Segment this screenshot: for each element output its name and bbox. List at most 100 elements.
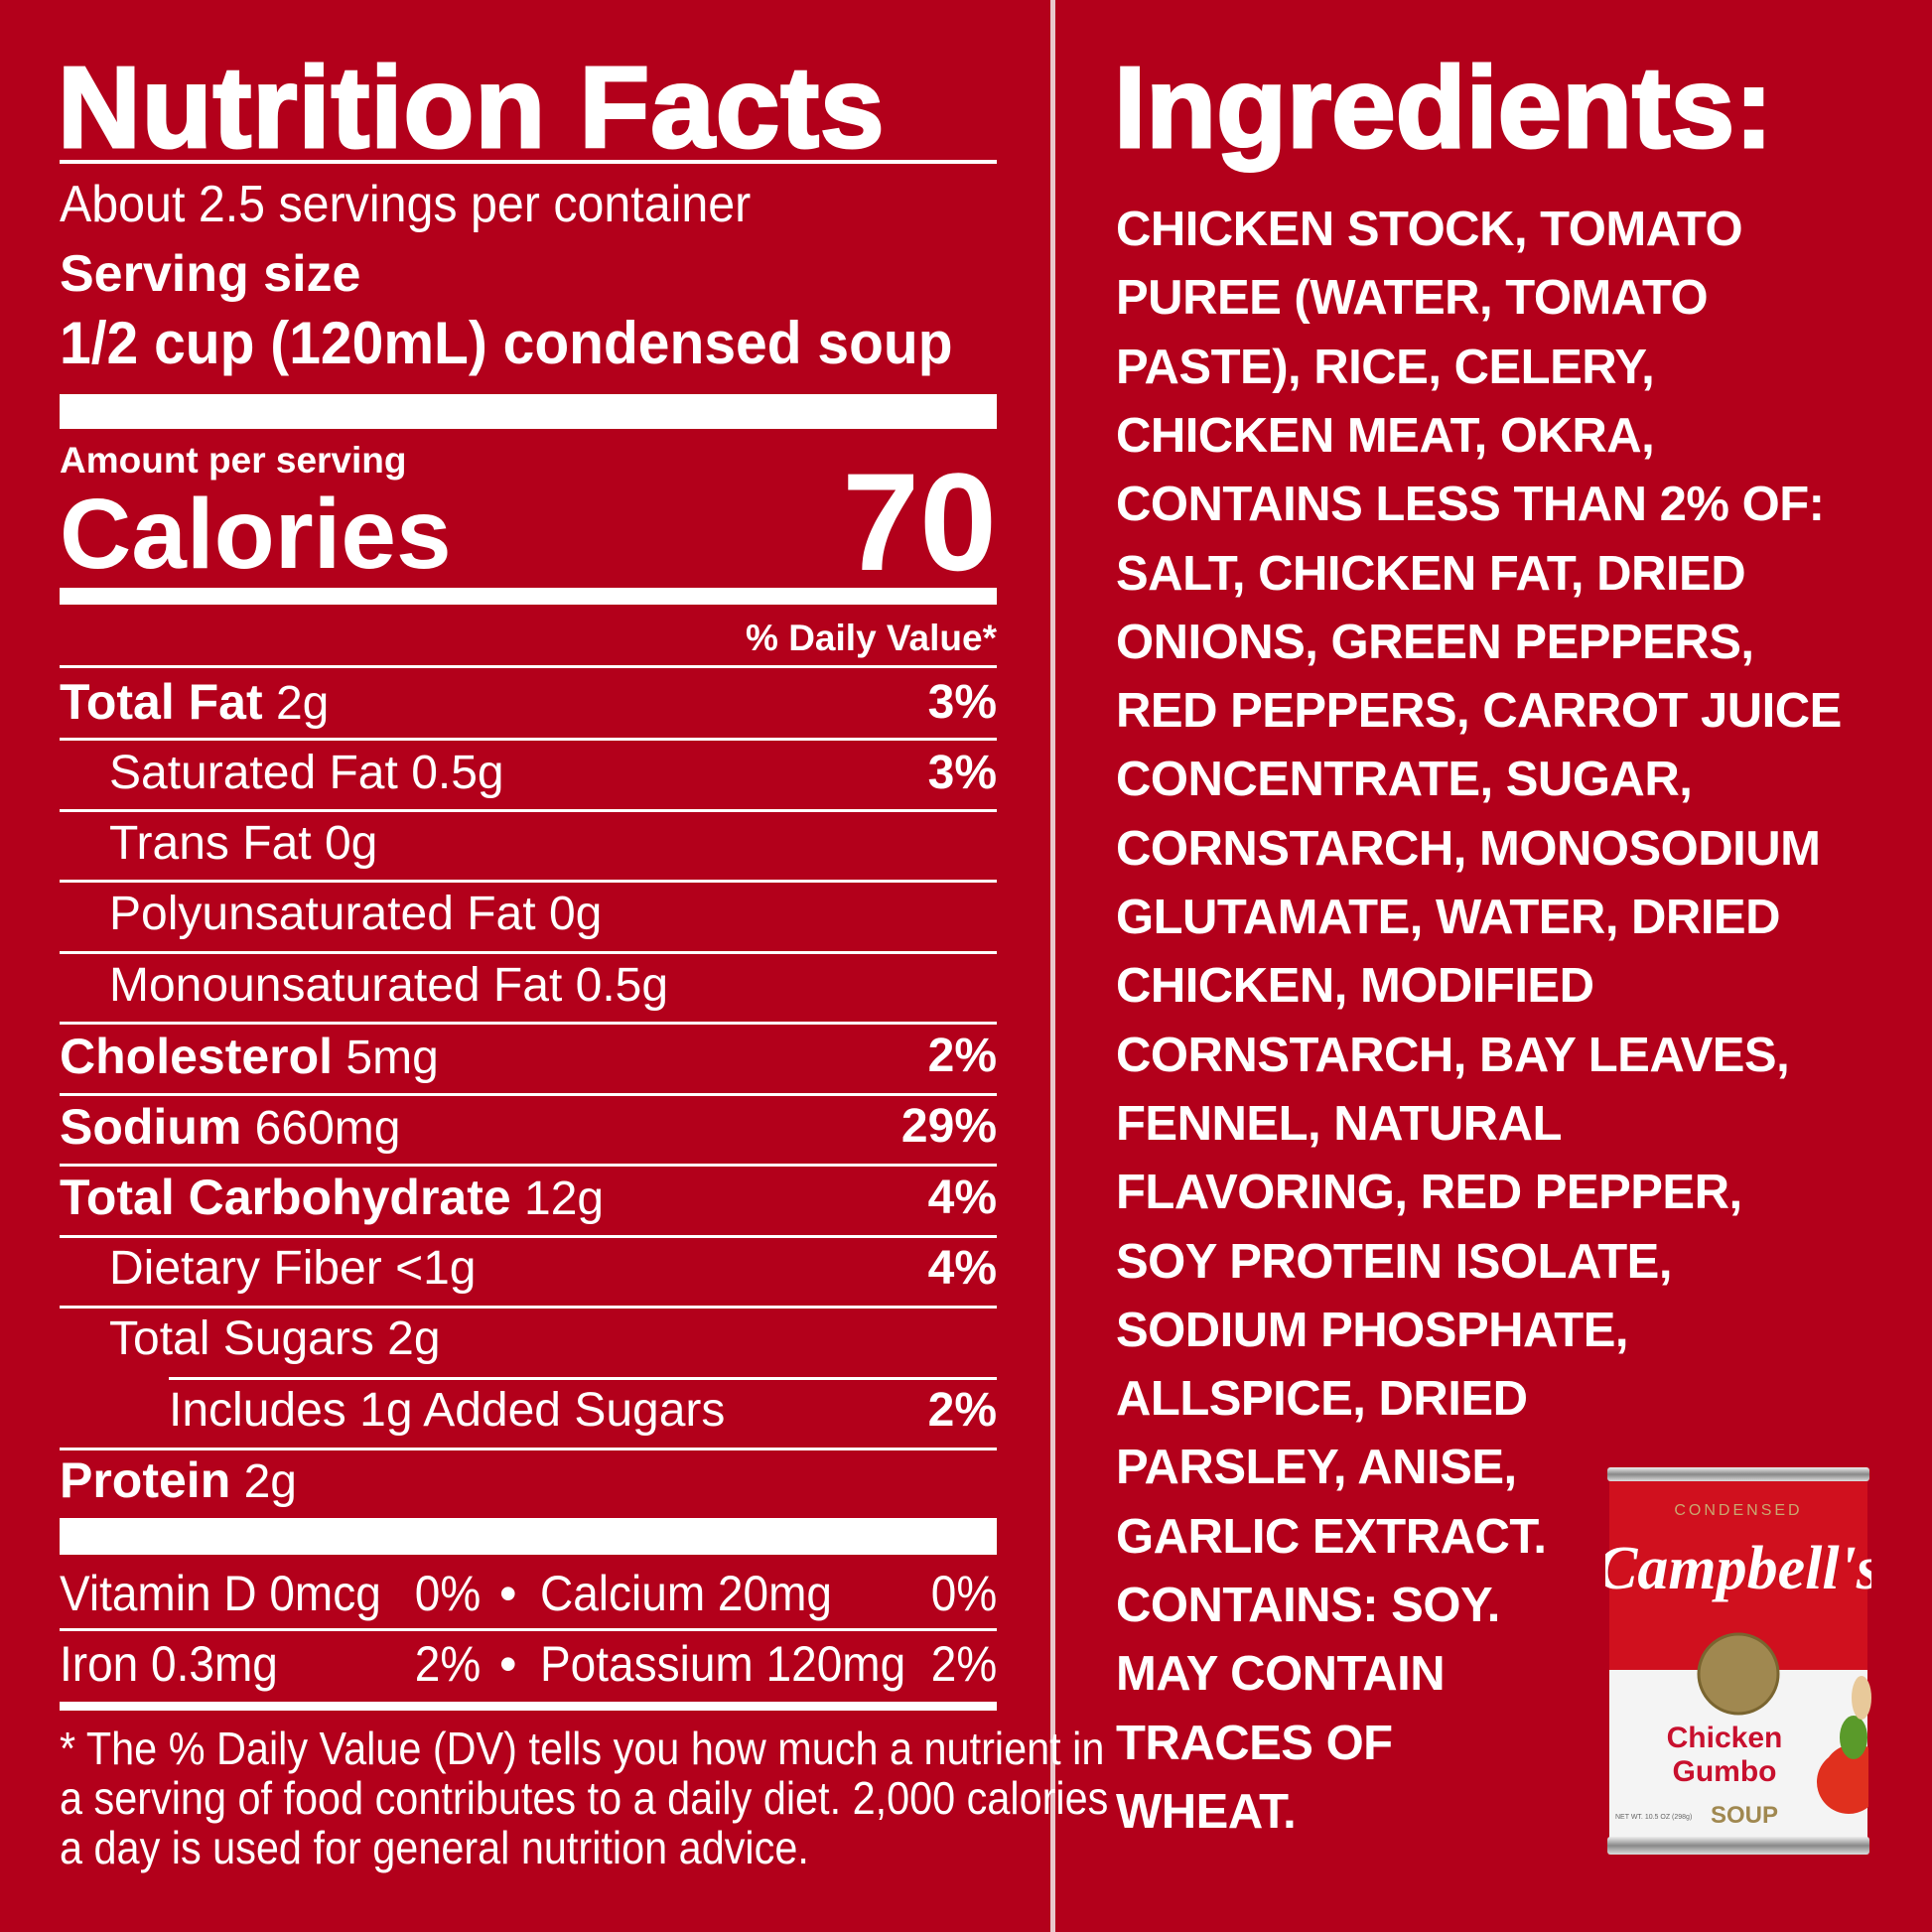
divider [60,1702,997,1711]
nutrient-label: Total Fat 2g [60,673,329,731]
divider [60,160,997,164]
nutrient-amount: 12g [524,1173,605,1226]
divider [169,1377,997,1380]
nutrient-row: Total Fat 2g 3% [60,672,997,732]
nutrient-row: Includes 1g Added Sugars 2% [169,1380,997,1440]
nutrient-label: Includes 1g Added Sugars [169,1383,725,1438]
nutrient-name: Protein [60,1452,231,1509]
mineral-dv: 0% [930,1566,997,1621]
ingredients-title: Ingredients: [1113,43,1775,172]
nutrient-amount: 0g [548,888,603,941]
mineral-label: Potassium 120mg [540,1636,906,1692]
ingredient-line: GARLIC EXTRACT. [1116,1509,1547,1564]
nutrient-name: Cholesterol [60,1028,334,1084]
serving-size-value: 1/2 cup (120mL) condensed soup [60,310,953,376]
nutrient-name: Total Carbohydrate [60,1170,511,1226]
divider [60,1306,997,1309]
divider [60,1164,997,1167]
divider [60,1628,997,1631]
nutrient-name: Dietary Fiber [109,1241,382,1295]
tomato-icon [1817,1743,1868,1815]
divider [60,1235,997,1238]
ingredient-line: CHICKEN, MODIFIED [1116,959,1594,1014]
panel-divider [1050,0,1055,1932]
can-condensed: CONDENSED [1674,1502,1802,1519]
nutrient-amount: 660mg [254,1101,401,1155]
nutrient-label: Polyunsaturated Fat 0g [109,887,602,941]
daily-value-percent: 4% [927,1241,997,1295]
medium-divider [60,588,997,605]
nutrient-name: Total Fat [60,674,263,730]
bullet-separator: • [499,1566,517,1621]
daily-value-percent: 3% [927,746,997,799]
divider [60,738,997,741]
daily-value-percent: 29% [900,1100,997,1154]
ingredient-line: FLAVORING, RED PEPPER, [1116,1166,1742,1220]
nutrient-label: Monounsaturated Fat 0.5g [109,958,668,1013]
nutrient-name: Monounsaturated Fat [109,958,563,1012]
soup-can-image: CONDENSED Campbell's Chicken Gumbo SOUP … [1605,1467,1871,1855]
vitamin-label: Vitamin D 0mcg [60,1566,381,1621]
nutrient-label: Total Sugars 2g [109,1311,441,1366]
can-variety: Chicken [1667,1722,1783,1754]
can-bottom-rim [1607,1837,1869,1855]
ingredient-line: RED PEPPERS, CARROT JUICE [1116,684,1842,739]
nutrient-amount: 5mg [345,1031,439,1084]
ingredient-line: FENNEL, NATURAL [1116,1096,1562,1151]
nutrient-row: Monounsaturated Fat 0.5g [109,955,997,1015]
nutrient-label: Saturated Fat 0.5g [109,746,504,800]
ingredient-line: SALT, CHICKEN FAT, DRIED [1116,546,1746,601]
mineral-label: Calcium 20mg [540,1566,832,1621]
nutrient-label: Protein 2g [60,1451,297,1509]
ingredient-line: PASTE), RICE, CELERY, [1116,340,1655,394]
daily-value-percent: 4% [927,1171,997,1224]
daily-value-header: % Daily Value* [746,618,997,658]
chicken-icon [1852,1676,1871,1720]
ingredient-line: SODIUM PHOSPHATE, [1116,1303,1629,1357]
can-soup-label: SOUP [1711,1802,1778,1829]
medallion-icon [1697,1632,1780,1716]
ingredient-line: CORNSTARCH, BAY LEAVES, [1116,1028,1790,1082]
ingredient-line: CHICKEN STOCK, TOMATO [1116,203,1743,256]
can-variety: Gumbo [1673,1755,1777,1788]
nutrient-name: Polyunsaturated Fat [109,888,536,941]
ingredient-line: MAY CONTAIN [1116,1647,1446,1702]
ingredient-line: ALLSPICE, DRIED [1116,1372,1528,1427]
nutrient-amount: 2g [243,1455,297,1509]
okra-icon [1840,1716,1867,1759]
serving-size-label: Serving size [60,245,361,303]
footnote-line: * The % Daily Value (DV) tells you how m… [60,1723,1105,1774]
can-net-weight: NET WT. 10.5 OZ (298g) [1615,1814,1692,1821]
nutrient-name: Sodium [60,1098,242,1155]
ingredient-line: CORNSTARCH, MONOSODIUM [1116,821,1821,876]
mineral-dv: 2% [930,1636,997,1692]
nutrient-label: Sodium 660mg [60,1098,400,1156]
nutrient-amount: 2g [387,1312,441,1366]
can-top-rim [1607,1467,1869,1481]
ingredient-line: CONCENTRATE, SUGAR, [1116,753,1693,807]
nutrient-label: Dietary Fiber <1g [109,1241,477,1296]
vitamin-label: Iron 0.3mg [60,1636,278,1692]
footnote-line: a serving of food contributes to a daily… [60,1772,1109,1824]
vitamin-dv: 2% [414,1636,481,1692]
nutrient-amount: 0g [324,817,378,871]
nutrient-row: Total Sugars 2g [109,1310,997,1369]
ingredient-line: PUREE (WATER, TOMATO [1116,271,1709,326]
nutrient-amount: <1g [395,1241,477,1295]
amount-per-serving: Amount per serving [60,440,407,481]
servings-per-container: About 2.5 servings per container [60,176,752,233]
nutrient-row: Sodium 660mg 29% [60,1097,997,1157]
nutrient-name: Includes 1g Added Sugars [169,1383,726,1437]
nutrient-row: Polyunsaturated Fat 0g [109,885,997,944]
ingredient-line: GLUTAMATE, WATER, DRIED [1116,891,1781,944]
daily-value-percent: 2% [927,1383,997,1437]
nutrient-label: Trans Fat 0g [109,816,377,871]
bullet-separator: • [499,1636,517,1692]
nutrient-label: Cholesterol 5mg [60,1028,439,1085]
divider [60,665,997,668]
calories-value: 70 [842,444,997,600]
thick-divider [60,394,997,429]
can-brand-logo: Campbell's [1605,1535,1871,1602]
ingredient-line: TRACES OF [1116,1716,1393,1770]
divider [60,880,997,883]
